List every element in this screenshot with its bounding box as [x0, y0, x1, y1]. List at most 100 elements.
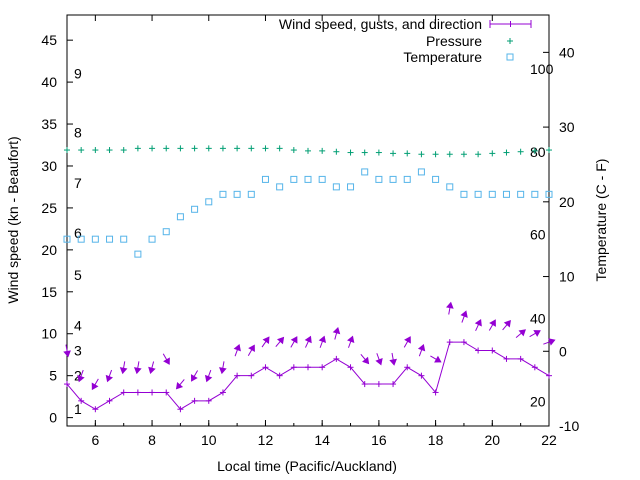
- wind-direction-arrow: [403, 336, 411, 348]
- wind-speed-point: [333, 355, 340, 362]
- y-tick-label: 10: [41, 326, 57, 342]
- temperature-point: [347, 183, 355, 191]
- wind-speed-point: [361, 381, 368, 388]
- pressure-point: [546, 147, 552, 154]
- wind-speed-point: [290, 364, 297, 371]
- fahrenheit-label: 40: [530, 310, 546, 326]
- wind-speed-point: [205, 397, 212, 404]
- wind-direction-arrows: [63, 301, 556, 391]
- temperature-point: [191, 205, 199, 213]
- y2-tick-label: 10: [559, 269, 575, 285]
- wind-direction-arrow: [389, 352, 397, 366]
- fahrenheit-labels: 20 40 60 80 100: [530, 61, 554, 410]
- beaufort-label: 5: [74, 267, 82, 283]
- wind-direction-arrow: [543, 338, 556, 346]
- temperature-point: [460, 190, 468, 198]
- wind-speed-point: [503, 355, 510, 362]
- pressure-point: [404, 150, 411, 157]
- temperature-point: [134, 250, 142, 258]
- x-tick-label: 8: [148, 432, 156, 448]
- legend-sample-pressure: [507, 38, 513, 44]
- pressure-point: [446, 151, 453, 158]
- temperature-point: [304, 175, 312, 183]
- temperature-point: [290, 175, 298, 183]
- wind-direction-arrow: [488, 319, 496, 331]
- temperature-point: [77, 235, 85, 243]
- wind-speed-point: [163, 389, 170, 396]
- temperature-point: [63, 235, 71, 243]
- wind-direction-arrow: [119, 361, 128, 375]
- temperature-point: [474, 190, 482, 198]
- pressure-point: [64, 147, 70, 154]
- fahrenheit-label: 80: [530, 144, 546, 160]
- wind-speed-point: [262, 364, 269, 371]
- wind-speed-point: [460, 339, 467, 346]
- tick-labels: 6 8 10 12 14 16 18 20 22051015202530354045-10010…: [41, 32, 579, 448]
- wind-series: [64, 339, 552, 413]
- pressure-point: [517, 148, 524, 155]
- wind-direction-arrow: [502, 320, 511, 331]
- legend-label-wind: Wind speed, gusts, and direction: [279, 16, 482, 32]
- x-tick-label: 6: [91, 432, 99, 448]
- wind-direction-arrow: [162, 353, 170, 365]
- temperature-point: [502, 190, 510, 198]
- temperature-point: [389, 175, 397, 183]
- wind-direction-arrow: [247, 344, 255, 356]
- temperature-point: [91, 235, 99, 243]
- wind-direction-arrow: [360, 353, 370, 365]
- temperature-point: [106, 235, 114, 243]
- pressure-point: [78, 147, 85, 154]
- temperature-point: [545, 190, 553, 198]
- beaufort-label: 8: [74, 124, 82, 140]
- wind-direction-arrow: [190, 370, 199, 382]
- wind-direction-arrow: [515, 329, 526, 338]
- pressure-point: [234, 145, 241, 152]
- wind-direction-arrow: [318, 335, 326, 348]
- plot-frame: [66, 14, 550, 427]
- temperature-point: [148, 235, 156, 243]
- wind-direction-arrow: [275, 336, 285, 348]
- wind-direction-arrow: [446, 301, 454, 315]
- x-tick-label: 12: [258, 432, 274, 448]
- fahrenheit-label: 60: [530, 227, 546, 243]
- y2-tick-label: 30: [559, 119, 575, 135]
- wind-direction-arrow: [430, 355, 442, 363]
- wind-speed-point: [517, 355, 524, 362]
- temperature-point: [162, 228, 170, 236]
- wind-direction-arrow: [529, 330, 541, 338]
- wind-direction-arrow: [290, 336, 298, 348]
- pressure-point: [134, 145, 141, 152]
- pressure-point: [460, 151, 467, 158]
- temperature-point: [176, 213, 184, 221]
- wind-speed-point: [319, 364, 326, 371]
- axes-layer: [66, 14, 550, 427]
- pressure-point: [149, 145, 156, 152]
- wind-speed-point: [546, 372, 552, 379]
- temperature-point: [432, 175, 440, 183]
- pressure-point: [191, 145, 198, 152]
- wind-speed-point: [375, 381, 382, 388]
- y-axis-label: Wind speed (kn - Beaufort): [5, 136, 21, 303]
- temperature-point: [247, 190, 255, 198]
- temperature-point: [531, 190, 539, 198]
- pressure-point: [177, 145, 184, 152]
- temperature-point: [205, 198, 213, 206]
- beaufort-label: 7: [74, 175, 82, 191]
- pressure-series: [64, 145, 552, 158]
- x-tick-label: 14: [314, 432, 330, 448]
- fahrenheit-label: 100: [530, 61, 554, 77]
- wind-direction-arrow: [460, 310, 468, 323]
- legend-label-pressure: Pressure: [426, 33, 482, 49]
- wind-speed-point: [276, 372, 283, 379]
- temperature-point: [261, 175, 269, 183]
- pressure-point: [205, 145, 212, 152]
- pressure-point: [390, 150, 397, 157]
- wind-direction-arrow: [77, 369, 85, 383]
- pressure-point: [432, 151, 439, 158]
- x-tick-label: 20: [485, 432, 501, 448]
- beaufort-label: 4: [74, 317, 82, 333]
- temperature-point: [120, 235, 128, 243]
- temperature-point: [233, 190, 241, 198]
- wind-speed-point: [64, 381, 70, 388]
